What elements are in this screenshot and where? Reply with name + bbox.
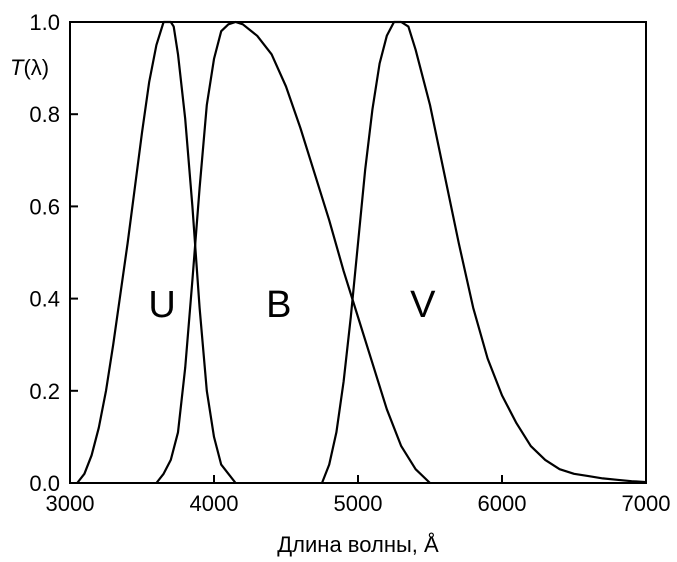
x-tick-label: 3000 (46, 491, 95, 516)
x-tick-label: 7000 (622, 491, 671, 516)
y-tick-label: 0.6 (29, 194, 60, 219)
y-axis-title: T(λ) (10, 55, 49, 80)
x-tick-label: 6000 (478, 491, 527, 516)
x-axis-title: Длина волны, Å (277, 532, 439, 557)
series-curves (76, 20, 647, 484)
series-line-b (155, 20, 431, 484)
y-tick-label: 1.0 (29, 10, 60, 35)
y-tick-label: 0.0 (29, 471, 60, 496)
series-line-u (76, 20, 237, 484)
x-tick-label: 4000 (190, 491, 239, 516)
series-line-v (320, 20, 647, 484)
y-tick-label: 0.8 (29, 102, 60, 127)
x-tick-label: 5000 (334, 491, 383, 516)
y-tick-label: 0.4 (29, 287, 60, 312)
series-label-u: U (148, 284, 175, 326)
series-label-v: V (410, 284, 436, 326)
axis-ticks: 3000 4000 5000 6000 7000 0.0 0.2 0.4 0.6 0.8 1.0 (29, 10, 670, 516)
y-tick-label: 0.2 (29, 379, 60, 404)
series-label-b: B (266, 284, 291, 326)
